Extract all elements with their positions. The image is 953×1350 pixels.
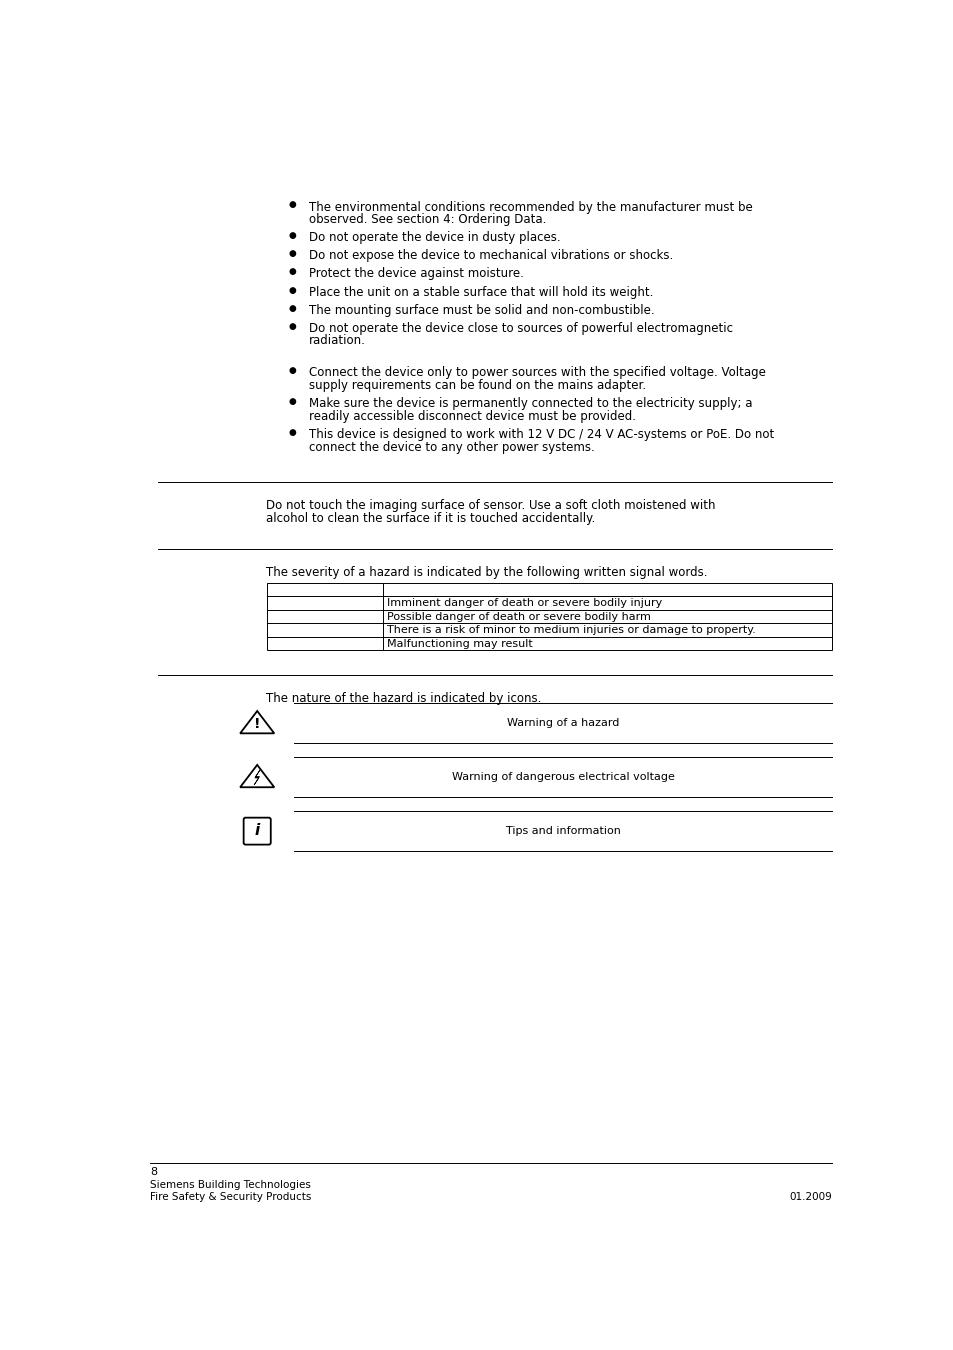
Text: ●: ● — [288, 286, 295, 294]
Polygon shape — [253, 769, 260, 784]
Text: Connect the device only to power sources with the specified voltage. Voltage: Connect the device only to power sources… — [309, 366, 765, 379]
Text: The environmental conditions recommended by the manufacturer must be: The environmental conditions recommended… — [309, 201, 752, 213]
Text: i: i — [254, 824, 260, 838]
Text: Warning of dangerous electrical voltage: Warning of dangerous electrical voltage — [451, 772, 674, 782]
Text: observed. See section 4: Ordering Data.: observed. See section 4: Ordering Data. — [309, 213, 546, 227]
Text: Imminent danger of death or severe bodily injury: Imminent danger of death or severe bodil… — [387, 598, 662, 609]
Text: radiation.: radiation. — [309, 335, 366, 347]
Text: ●: ● — [288, 428, 295, 437]
Text: Do not operate the device in dusty places.: Do not operate the device in dusty place… — [309, 231, 560, 244]
Text: Do not touch the imaging surface of sensor. Use a soft cloth moistened with: Do not touch the imaging surface of sens… — [266, 500, 716, 512]
Text: supply requirements can be found on the mains adapter.: supply requirements can be found on the … — [309, 379, 645, 391]
Text: connect the device to any other power systems.: connect the device to any other power sy… — [309, 440, 595, 454]
Text: ●: ● — [288, 366, 295, 375]
Text: alcohol to clean the surface if it is touched accidentally.: alcohol to clean the surface if it is to… — [266, 512, 595, 525]
Text: The severity of a hazard is indicated by the following written signal words.: The severity of a hazard is indicated by… — [266, 566, 707, 579]
Text: This device is designed to work with 12 V DC / 24 V AC-systems or PoE. Do not: This device is designed to work with 12 … — [309, 428, 774, 441]
Text: The mounting surface must be solid and non-combustible.: The mounting surface must be solid and n… — [309, 304, 654, 317]
Text: readily accessible disconnect device must be provided.: readily accessible disconnect device mus… — [309, 410, 636, 423]
Text: ●: ● — [288, 267, 295, 277]
Text: ●: ● — [288, 321, 295, 331]
Text: Do not expose the device to mechanical vibrations or shocks.: Do not expose the device to mechanical v… — [309, 250, 673, 262]
Text: There is a risk of minor to medium injuries or damage to property.: There is a risk of minor to medium injur… — [387, 625, 756, 634]
Text: Warning of a hazard: Warning of a hazard — [506, 718, 618, 729]
Text: Do not operate the device close to sources of powerful electromagnetic: Do not operate the device close to sourc… — [309, 321, 732, 335]
Text: Make sure the device is permanently connected to the electricity supply; a: Make sure the device is permanently conn… — [309, 397, 752, 410]
Text: Possible danger of death or severe bodily harm: Possible danger of death or severe bodil… — [387, 612, 651, 622]
Text: 01.2009: 01.2009 — [789, 1192, 831, 1203]
Text: ●: ● — [288, 304, 295, 313]
Text: ●: ● — [288, 397, 295, 406]
Text: Malfunctioning may result: Malfunctioning may result — [387, 639, 533, 648]
Text: ●: ● — [288, 201, 295, 209]
Text: Place the unit on a stable surface that will hold its weight.: Place the unit on a stable surface that … — [309, 286, 653, 298]
FancyBboxPatch shape — [243, 818, 271, 845]
Text: Protect the device against moisture.: Protect the device against moisture. — [309, 267, 523, 281]
Text: Fire Safety & Security Products: Fire Safety & Security Products — [150, 1192, 312, 1203]
Text: Siemens Building Technologies: Siemens Building Technologies — [150, 1180, 311, 1189]
Text: ●: ● — [288, 250, 295, 258]
Text: The nature of the hazard is indicated by icons.: The nature of the hazard is indicated by… — [266, 691, 541, 705]
Text: Tips and information: Tips and information — [505, 826, 619, 836]
Bar — [266, 583, 831, 651]
Text: 8: 8 — [150, 1166, 157, 1177]
Text: !: ! — [253, 717, 260, 732]
Text: ●: ● — [288, 231, 295, 240]
